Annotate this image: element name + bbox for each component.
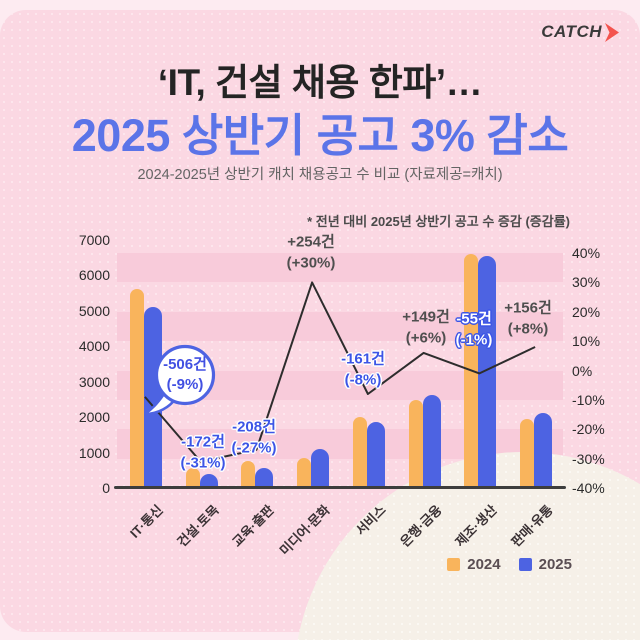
- bar-2025-은행·금융: [422, 394, 441, 488]
- pct-tick-20%: 20%: [572, 303, 601, 320]
- trend-line: [144, 281, 536, 463]
- page-title-accent: 2025 상반기 공고 3% 감소: [71, 110, 569, 161]
- y-tick-4000: 4000: [78, 338, 110, 355]
- pct-tick-40%: 40%: [572, 245, 601, 261]
- bar-2024-건설·토목: [185, 468, 200, 488]
- y-tick-5000: 5000: [78, 302, 110, 319]
- y-tick-6000: 6000: [78, 267, 110, 284]
- x-axis-line: [114, 486, 566, 489]
- y-tick-2000: 2000: [78, 409, 110, 426]
- bar-2024-은행·금융: [408, 400, 423, 488]
- x-label-교육·출판: 교육·출판: [229, 502, 278, 550]
- bar-2025-교육·출판: [255, 468, 274, 488]
- trend-line-chart: [144, 281, 536, 463]
- pct-tick--20%: -20%: [572, 421, 605, 438]
- catch-logo-text: CATCH: [541, 22, 602, 41]
- legend-swatch-2025: [518, 558, 532, 571]
- x-label-판매·유통: 판매·유통: [508, 502, 556, 550]
- bar-2024-미디어·문화: [297, 458, 312, 488]
- bar-2024-교육·출판: [241, 460, 256, 488]
- catch-logo: CATCH: [541, 22, 620, 42]
- bar-2024-서비스: [352, 416, 367, 488]
- y-axis-left: 0 1000 2000 3000 4000 5000 6000 7000: [40, 0, 110, 640]
- bar-2025-미디어·문화: [311, 449, 330, 488]
- bar-2025-서비스: [366, 422, 385, 488]
- legend-label-2024: 2024: [467, 556, 501, 573]
- x-label-은행·금융: 은행·금융: [396, 502, 445, 550]
- y-axis-right: 40% 30% 20% 10% 0% -10% -20% -30% -40%: [572, 0, 634, 640]
- x-label-건설·토목: 건설·토목: [173, 502, 222, 550]
- x-label-IT·통신: IT·통신: [126, 502, 166, 541]
- catch-logo-arrow-icon: [605, 22, 619, 42]
- x-label-미디어·문화: 미디어·문화: [276, 502, 333, 559]
- bar-2025-제조·생산: [478, 256, 497, 488]
- legend-swatch-2024: [447, 558, 461, 571]
- pct-tick--30%: -30%: [572, 450, 605, 467]
- pct-tick-30%: 30%: [572, 274, 601, 291]
- subtitle: 2024-2025년 상반기 캐치 채용공고 수 비교 (자료제공=캐치): [137, 167, 503, 183]
- legend-item-2025: 2025: [518, 556, 572, 573]
- pct-tick-0%: 0%: [572, 362, 593, 379]
- pct-tick--10%: -10%: [572, 391, 605, 408]
- bar-2025-건설·토목: [199, 474, 218, 488]
- pct-tick-10%: 10%: [572, 333, 601, 350]
- bar-2025-판매·유통: [534, 413, 553, 488]
- legend-label-2025: 2025: [538, 556, 572, 573]
- y-tick-3000: 3000: [78, 373, 110, 390]
- chart-note: * 전년 대비 2025년 상반기 공고 수 증감 (증감률): [307, 214, 570, 229]
- x-label-서비스: 서비스: [352, 502, 389, 539]
- bar-2024-판매·유통: [520, 418, 535, 488]
- y-tick-0: 0: [102, 480, 110, 496]
- bar-2024-IT·통신: [129, 288, 144, 488]
- x-label-제조·생산: 제조·생산: [452, 502, 501, 550]
- pct-tick--40%: -40%: [572, 480, 605, 496]
- y-tick-7000: 7000: [78, 232, 110, 248]
- y-tick-1000: 1000: [78, 444, 110, 461]
- legend: 2024 2025: [447, 556, 572, 573]
- legend-item-2024: 2024: [447, 556, 501, 573]
- page-title: ‘IT, 건설 채용 한파’…: [157, 62, 483, 103]
